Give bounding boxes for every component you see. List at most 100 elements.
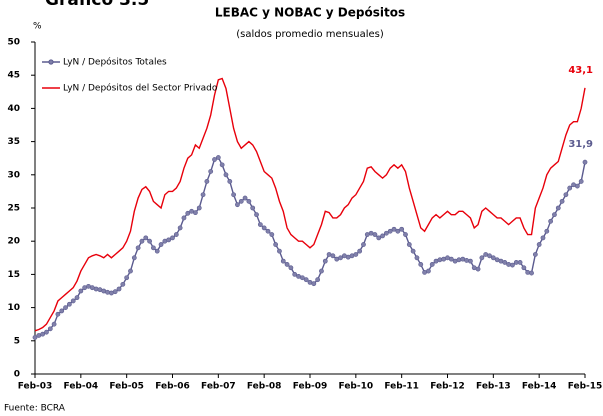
point — [559, 198, 565, 204]
point — [299, 275, 305, 281]
value-label: 43,1 — [568, 65, 593, 76]
value-label: 31,9 — [568, 139, 593, 150]
point — [277, 248, 282, 254]
point — [490, 255, 496, 261]
y-tick-label: 45 — [7, 71, 20, 81]
point — [116, 286, 122, 292]
point — [151, 245, 156, 251]
x-tick-label: Feb-14 — [522, 382, 557, 392]
point — [510, 262, 515, 268]
y-tick-label: 5 — [14, 336, 20, 346]
point — [582, 159, 588, 165]
point — [399, 226, 405, 232]
point — [238, 198, 244, 204]
point — [200, 192, 206, 198]
point — [269, 232, 275, 237]
point — [227, 179, 233, 184]
point — [426, 268, 431, 274]
point — [521, 265, 527, 271]
source: Fuente: BCRA — [4, 404, 66, 414]
point — [292, 271, 298, 277]
x-tick-label: Feb-10 — [339, 382, 374, 392]
point — [212, 157, 217, 162]
x-tick-label: Feb-12 — [430, 382, 465, 392]
point — [158, 242, 164, 247]
x-tick-label: Feb-05 — [109, 382, 144, 392]
point — [574, 183, 580, 189]
point — [376, 235, 382, 241]
point — [204, 179, 210, 184]
point — [131, 255, 137, 261]
y-tick-label: 10 — [7, 303, 20, 313]
point — [273, 242, 279, 247]
point — [55, 311, 61, 317]
point — [529, 270, 534, 276]
point — [231, 192, 237, 198]
point — [414, 255, 420, 261]
point — [63, 305, 68, 310]
point — [250, 205, 256, 211]
point — [391, 226, 397, 232]
point — [66, 301, 72, 307]
point — [303, 277, 309, 283]
point — [578, 179, 584, 184]
point — [395, 228, 401, 234]
legend-marker — [48, 59, 54, 65]
chart-title: LEBAC y NOBAC y Depósitos — [215, 6, 405, 20]
point — [219, 162, 225, 168]
chart-subtitle: (saldos promedio mensuales) — [236, 29, 384, 40]
point — [464, 258, 469, 263]
point — [143, 235, 149, 241]
point — [532, 252, 538, 257]
point — [254, 212, 259, 218]
point — [170, 235, 175, 241]
point — [544, 228, 550, 234]
point — [456, 257, 462, 263]
point — [93, 286, 99, 292]
point — [338, 255, 343, 261]
point — [105, 289, 110, 295]
point — [517, 260, 523, 265]
legend-label: LyN / Depósitos Totales — [63, 57, 167, 68]
point — [215, 155, 221, 160]
x-tick-label: Feb-04 — [64, 382, 99, 392]
point — [448, 256, 454, 262]
y-tick-label: 50 — [7, 38, 20, 48]
point — [196, 205, 202, 211]
point — [257, 222, 263, 227]
point — [246, 198, 252, 204]
point — [322, 258, 328, 264]
y-tick-label: 30 — [7, 170, 20, 180]
y-axis-label: % — [33, 22, 42, 32]
point — [330, 253, 336, 259]
point — [120, 281, 126, 287]
point — [372, 232, 378, 237]
y-tick-label: 25 — [7, 204, 20, 214]
point — [361, 242, 366, 247]
point — [536, 242, 542, 247]
x-tick-label: Feb-15 — [568, 382, 603, 392]
point — [44, 329, 49, 335]
point — [487, 253, 492, 259]
y-tick-label: 15 — [7, 270, 20, 280]
point — [540, 235, 546, 241]
point — [288, 265, 294, 271]
point — [567, 185, 573, 191]
point — [555, 205, 561, 211]
point — [185, 210, 191, 216]
point — [40, 331, 46, 337]
point — [311, 281, 317, 287]
point — [265, 228, 271, 234]
point — [387, 228, 393, 234]
x-tick-label: Feb-03 — [18, 382, 53, 392]
x-tick-label: Feb-11 — [384, 382, 419, 392]
point — [475, 266, 481, 272]
point — [124, 275, 130, 281]
point — [147, 238, 152, 244]
point — [284, 262, 290, 267]
point — [506, 262, 512, 267]
point — [59, 308, 65, 314]
point — [242, 195, 248, 201]
point — [74, 295, 80, 301]
